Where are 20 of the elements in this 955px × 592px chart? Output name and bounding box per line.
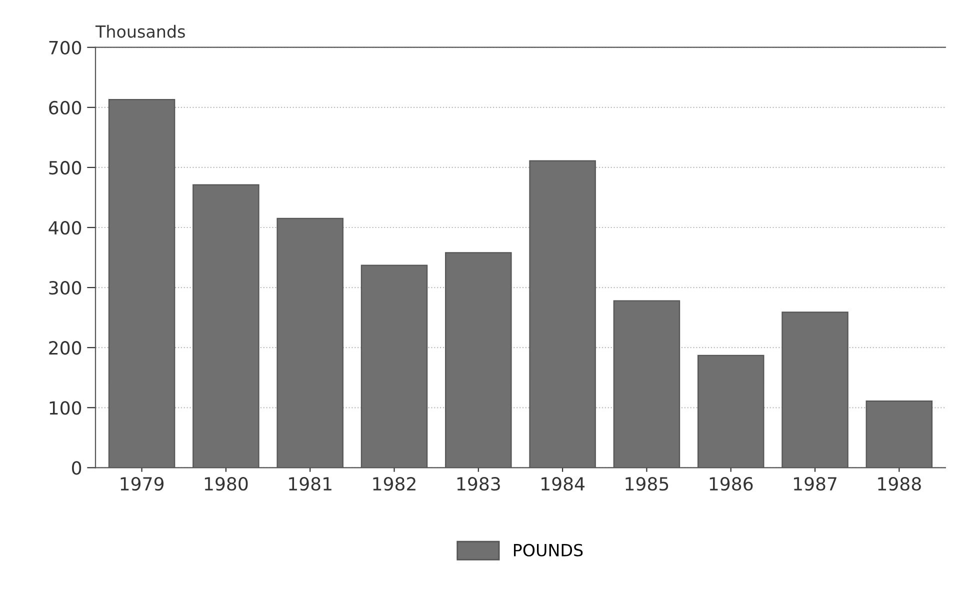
x-tick-label: 1987 <box>794 477 836 491</box>
y-tick-label: 300 <box>49 281 82 295</box>
x-tick-label: 1988 <box>878 477 921 491</box>
y-tick-label: 200 <box>49 341 82 355</box>
y-tick-label: 500 <box>49 160 82 175</box>
y-axis-title: Thousands <box>95 24 185 38</box>
x-tick-label: 1985 <box>626 477 668 491</box>
x-tick-label: 1983 <box>457 477 500 491</box>
y-tick-label: 400 <box>48 220 82 235</box>
x-tick-label: 1979 <box>120 477 164 491</box>
x-tick-label: 1982 <box>373 477 416 491</box>
x-tick-label: 1980 <box>204 477 248 491</box>
legend-label: POUNDS <box>514 544 583 556</box>
y-tick-label: 0 <box>72 461 82 475</box>
x-tick-label: 1981 <box>289 477 332 491</box>
x-tick-label: 1986 <box>710 477 753 491</box>
y-tick-label: 100 <box>50 401 82 415</box>
x-tick-label: 1984 <box>542 477 585 491</box>
y-tick-label: 700 <box>49 40 82 54</box>
y-tick-label: 600 <box>49 100 82 115</box>
